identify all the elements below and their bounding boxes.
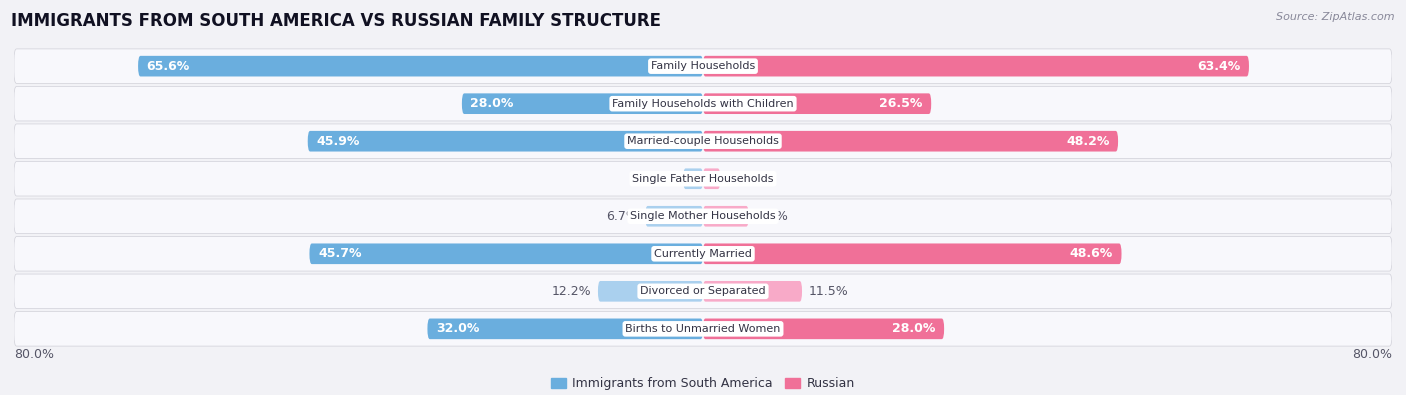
FancyBboxPatch shape <box>14 49 1392 83</box>
FancyBboxPatch shape <box>645 206 703 227</box>
FancyBboxPatch shape <box>427 318 703 339</box>
Text: Family Households with Children: Family Households with Children <box>612 99 794 109</box>
Text: 26.5%: 26.5% <box>879 97 922 110</box>
FancyBboxPatch shape <box>703 168 720 189</box>
Text: 11.5%: 11.5% <box>808 285 849 298</box>
FancyBboxPatch shape <box>308 131 703 152</box>
Text: Family Households: Family Households <box>651 61 755 71</box>
Text: 65.6%: 65.6% <box>146 60 190 73</box>
Text: 32.0%: 32.0% <box>436 322 479 335</box>
FancyBboxPatch shape <box>703 131 1118 152</box>
FancyBboxPatch shape <box>461 93 703 114</box>
FancyBboxPatch shape <box>14 312 1392 346</box>
Text: Divorced or Separated: Divorced or Separated <box>640 286 766 296</box>
Text: Births to Unmarried Women: Births to Unmarried Women <box>626 324 780 334</box>
Text: 80.0%: 80.0% <box>14 348 53 361</box>
Text: 48.2%: 48.2% <box>1066 135 1109 148</box>
FancyBboxPatch shape <box>138 56 703 77</box>
FancyBboxPatch shape <box>703 93 931 114</box>
Text: 48.6%: 48.6% <box>1070 247 1114 260</box>
Text: Source: ZipAtlas.com: Source: ZipAtlas.com <box>1277 12 1395 22</box>
FancyBboxPatch shape <box>14 199 1392 233</box>
Text: Single Father Households: Single Father Households <box>633 174 773 184</box>
Text: 63.4%: 63.4% <box>1197 60 1240 73</box>
FancyBboxPatch shape <box>14 87 1392 121</box>
FancyBboxPatch shape <box>703 318 945 339</box>
Text: 28.0%: 28.0% <box>893 322 935 335</box>
FancyBboxPatch shape <box>703 243 1122 264</box>
FancyBboxPatch shape <box>14 162 1392 196</box>
Text: 45.9%: 45.9% <box>316 135 360 148</box>
FancyBboxPatch shape <box>14 274 1392 308</box>
Text: 6.7%: 6.7% <box>606 210 638 223</box>
FancyBboxPatch shape <box>703 56 1249 77</box>
Text: IMMIGRANTS FROM SOUTH AMERICA VS RUSSIAN FAMILY STRUCTURE: IMMIGRANTS FROM SOUTH AMERICA VS RUSSIAN… <box>11 12 661 30</box>
Text: Married-couple Households: Married-couple Households <box>627 136 779 146</box>
FancyBboxPatch shape <box>683 168 703 189</box>
Text: 45.7%: 45.7% <box>318 247 361 260</box>
FancyBboxPatch shape <box>14 237 1392 271</box>
FancyBboxPatch shape <box>14 124 1392 158</box>
Text: Single Mother Households: Single Mother Households <box>630 211 776 221</box>
FancyBboxPatch shape <box>309 243 703 264</box>
Text: 80.0%: 80.0% <box>1353 348 1392 361</box>
Text: 12.2%: 12.2% <box>551 285 591 298</box>
Text: 2.3%: 2.3% <box>644 172 676 185</box>
FancyBboxPatch shape <box>703 206 748 227</box>
Text: 28.0%: 28.0% <box>471 97 513 110</box>
Legend: Immigrants from South America, Russian: Immigrants from South America, Russian <box>546 372 860 395</box>
Text: Currently Married: Currently Married <box>654 249 752 259</box>
Text: 2.0%: 2.0% <box>727 172 759 185</box>
Text: 5.3%: 5.3% <box>755 210 787 223</box>
FancyBboxPatch shape <box>703 281 801 302</box>
FancyBboxPatch shape <box>598 281 703 302</box>
